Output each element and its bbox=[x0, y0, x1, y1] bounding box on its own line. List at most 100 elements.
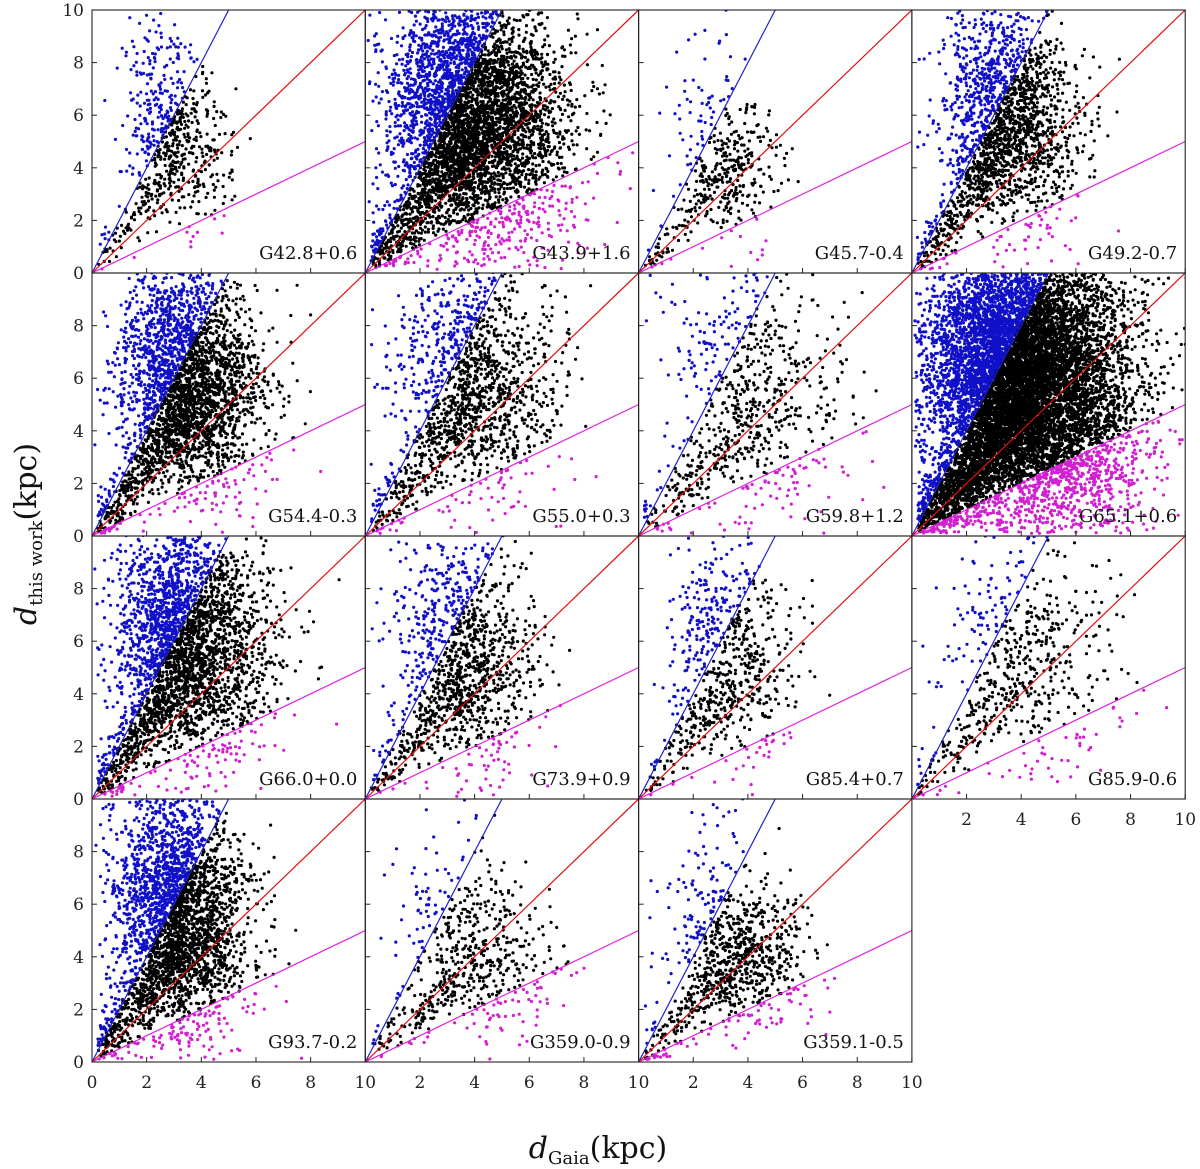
reference-line-slope-0_5 bbox=[911, 666, 1186, 799]
reference-line-slope-2 bbox=[365, 536, 503, 799]
series-far-points bbox=[919, 193, 1121, 271]
y-tick-label: 2 bbox=[73, 1000, 84, 1020]
series-mid-points bbox=[917, 273, 1186, 534]
y-tick-label: 0 bbox=[73, 527, 84, 547]
panel-G66.0+0.0: G66.0+0.0 bbox=[91, 535, 366, 800]
panel-G85.4+0.7: G85.4+0.7 bbox=[638, 535, 913, 800]
x-tick-label: 10 bbox=[1174, 810, 1196, 830]
reference-line-slope-2 bbox=[911, 10, 1050, 273]
reference-line-slope-0_5 bbox=[911, 403, 1186, 536]
panel-G359.0-0.9: G359.0-0.9 bbox=[364, 798, 640, 1063]
y-tick-label: 2 bbox=[73, 211, 84, 231]
panel-label: G43.9+1.6 bbox=[532, 243, 630, 264]
reference-line-slope-1 bbox=[92, 10, 366, 273]
series-near-points bbox=[646, 10, 747, 252]
series-near-points bbox=[369, 273, 497, 524]
series-near-points bbox=[98, 11, 199, 246]
reference-line-slope-1 bbox=[638, 273, 912, 536]
panel-label: G55.0+0.3 bbox=[532, 506, 630, 527]
reference-line-slope-1 bbox=[92, 273, 366, 536]
reference-line-slope-1 bbox=[365, 799, 639, 1062]
reference-line-slope-2 bbox=[911, 536, 1050, 799]
reference-line-slope-0_5 bbox=[365, 666, 639, 799]
x-tick-label: 4 bbox=[196, 1073, 207, 1093]
y-tick-label: 8 bbox=[73, 843, 84, 863]
series-far-points bbox=[921, 688, 1169, 797]
y-tick-label: 6 bbox=[73, 632, 84, 652]
series-mid-points bbox=[643, 826, 829, 1060]
panel-label: G66.0+0.0 bbox=[259, 769, 357, 790]
series-far-points bbox=[921, 419, 1184, 535]
reference-line-slope-0_5 bbox=[92, 666, 366, 799]
reference-line-slope-0_5 bbox=[911, 140, 1186, 273]
y-tick-label: 6 bbox=[73, 369, 84, 389]
reference-line-slope-1 bbox=[638, 799, 912, 1062]
reference-line-slope-1 bbox=[365, 273, 639, 536]
series-near-points bbox=[94, 799, 221, 1047]
series-near-points bbox=[913, 273, 1051, 522]
reference-line-slope-0_5 bbox=[638, 140, 912, 273]
panel-G93.7-0.2: G93.7-0.2 bbox=[91, 798, 366, 1063]
panel-G42.8+0.6: G42.8+0.6 bbox=[91, 9, 366, 274]
panel-G73.9+0.9: G73.9+0.9 bbox=[364, 535, 640, 800]
reference-line-slope-1 bbox=[911, 536, 1186, 799]
series-mid-points bbox=[369, 536, 572, 793]
x-tick-label: 10 bbox=[628, 1073, 650, 1093]
panel-label: G54.4-0.3 bbox=[268, 506, 357, 527]
panels-layer: G42.8+0.6 G43.9+1.6 G45.7-0.4 G49.2-0.7 G54.… bbox=[91, 9, 1186, 1063]
x-tick-label: 4 bbox=[1016, 810, 1027, 830]
reference-line-slope-1 bbox=[638, 536, 912, 799]
reference-line-slope-0_5 bbox=[365, 403, 639, 536]
reference-line-slope-1 bbox=[638, 10, 912, 273]
series-near-points bbox=[649, 536, 761, 769]
reference-line-slope-2 bbox=[638, 10, 776, 273]
y-axis-title: dthis work(kpc) bbox=[9, 443, 47, 625]
panel-G85.9-0.6: G85.9-0.6 bbox=[911, 535, 1186, 800]
reference-line-slope-1 bbox=[92, 799, 366, 1062]
series-mid-points bbox=[646, 273, 878, 529]
x-tick-label: 8 bbox=[1125, 810, 1136, 830]
reference-line-slope-2 bbox=[638, 536, 776, 799]
panel-G59.8+1.2: G59.8+1.2 bbox=[638, 272, 913, 537]
y-tick-label: 6 bbox=[73, 106, 84, 126]
y-tick-label: 0 bbox=[73, 264, 84, 284]
reference-line-slope-2 bbox=[92, 273, 230, 536]
series-mid-points bbox=[373, 813, 570, 1051]
reference-line-slope-1 bbox=[911, 10, 1186, 273]
panel-frame bbox=[638, 798, 913, 1063]
panel-label: G73.9+0.9 bbox=[532, 769, 630, 790]
x-tick-label: 6 bbox=[1070, 810, 1081, 830]
series-far-points bbox=[103, 712, 339, 798]
panel-label: G65.1+0.6 bbox=[1079, 506, 1177, 527]
series-mid-points bbox=[916, 10, 1121, 270]
reference-line-slope-2 bbox=[365, 10, 503, 273]
panel-label: G85.9-0.6 bbox=[1088, 769, 1177, 790]
x-tick-label: 6 bbox=[251, 1073, 262, 1093]
y-tick-label: 2 bbox=[73, 474, 84, 494]
series-near-points bbox=[643, 799, 745, 1045]
series-mid-points bbox=[917, 538, 1139, 797]
panel-label: G49.2-0.7 bbox=[1088, 243, 1177, 264]
x-tick-label: 2 bbox=[415, 1073, 426, 1093]
x-tick-label: 4 bbox=[469, 1073, 480, 1093]
y-tick-label: 0 bbox=[73, 1053, 84, 1073]
reference-line-slope-1 bbox=[911, 273, 1186, 536]
x-tick-label: 8 bbox=[852, 1073, 863, 1093]
series-far-points bbox=[379, 966, 586, 1061]
x-tick-label: 2 bbox=[961, 810, 972, 830]
panel-frame bbox=[911, 535, 1186, 800]
panel-G54.4-0.3: G54.4-0.3 bbox=[91, 272, 366, 537]
x-tick-label: 10 bbox=[901, 1073, 923, 1093]
y-tick-label: 2 bbox=[73, 737, 84, 757]
series-near-points bbox=[93, 536, 228, 785]
series-mid-points bbox=[371, 273, 593, 533]
axes-layer: 0 2 4 6 8 10 0 2 4 6 8 0 2 4 6 8 0 2 4 6 8 2 4 6 8 10 0 2 4 6 8 10 2 4 6 8 1… bbox=[62, 1, 1196, 1093]
panel-label: G42.8+0.6 bbox=[259, 243, 357, 264]
reference-line-slope-1 bbox=[365, 536, 639, 799]
x-tick-label: 10 bbox=[354, 1073, 376, 1093]
series-far-points bbox=[649, 731, 793, 797]
y-tick-label: 8 bbox=[73, 54, 84, 74]
reference-line-slope-2 bbox=[92, 10, 230, 273]
series-far-points bbox=[97, 984, 304, 1061]
